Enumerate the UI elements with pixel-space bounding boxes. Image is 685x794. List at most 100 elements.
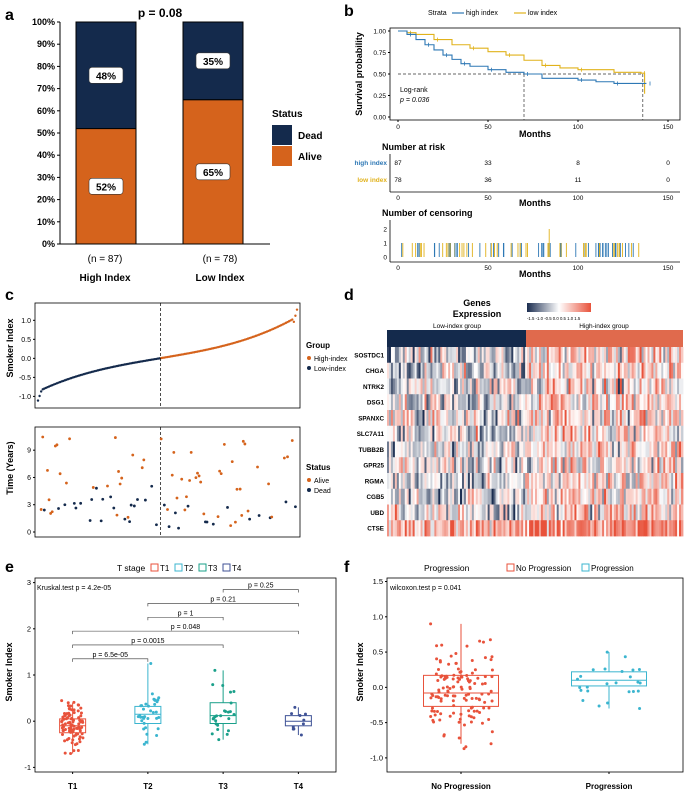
heatmap-cell	[422, 520, 425, 537]
smoker-index-point	[294, 314, 297, 317]
jitter-point	[439, 697, 443, 701]
jitter-point	[226, 729, 230, 733]
heatmap-cell	[505, 394, 508, 411]
plot-frame	[386, 577, 684, 773]
heatmap-cell	[669, 362, 672, 379]
legend-label: low index	[528, 10, 558, 17]
smoker-index-point	[39, 390, 43, 393]
heatmap-cell	[619, 378, 623, 395]
heatmap-cell	[424, 410, 427, 427]
heatmap-cell	[446, 394, 449, 411]
heatmap-cell	[454, 410, 457, 427]
heatmap-cell	[544, 504, 548, 521]
heatmap-cell	[460, 520, 463, 537]
jitter-point	[215, 714, 219, 718]
heatmap-cell	[442, 425, 445, 442]
jitter-point	[67, 706, 71, 710]
heatmap-cell	[590, 441, 593, 458]
heatmap-cell	[550, 488, 554, 505]
heatmap-cell	[450, 410, 453, 427]
heatmap-cell	[414, 504, 417, 521]
survival-time-point	[286, 455, 289, 459]
heatmap-cell	[499, 520, 502, 537]
y-tick-label: 20%	[37, 195, 55, 205]
heatmap-cell	[469, 504, 473, 521]
heatmap-cell	[586, 362, 589, 379]
heatmap-cell	[635, 347, 639, 364]
survival-time-point	[65, 481, 68, 485]
heatmap-cell	[420, 504, 423, 521]
heatmap-cell	[509, 520, 512, 537]
heatmap-cell	[572, 473, 575, 490]
heatmap-cell	[550, 347, 554, 364]
heatmap-cell	[544, 473, 548, 490]
comparison-label: p = 0.21	[210, 596, 236, 603]
heatmap-cell	[465, 410, 469, 427]
heatmap-cell	[604, 394, 607, 411]
gene-label: NTRK2	[363, 384, 384, 391]
y-tick-label: 0	[383, 255, 387, 262]
heatmap-cell	[590, 488, 593, 505]
y-tick-label: 70%	[37, 84, 55, 94]
jitter-point	[636, 689, 640, 693]
heatmap-cell	[414, 362, 417, 379]
survival-time-point	[240, 514, 244, 517]
heatmap-cell	[679, 504, 682, 521]
heatmap-cell	[578, 520, 581, 537]
heatmap-cell	[444, 504, 447, 521]
heatmap-cell	[584, 504, 587, 521]
heatmap-cell	[442, 347, 445, 364]
heatmap-cell	[592, 347, 595, 364]
heatmap-cell	[390, 457, 394, 474]
heatmap-cell	[430, 504, 433, 521]
survival-time-point	[177, 526, 180, 530]
heatmap-cell	[495, 473, 498, 490]
y-tick-label: -0.5	[19, 375, 31, 382]
risk-count: 8	[576, 160, 580, 167]
heatmap-cell	[641, 394, 644, 411]
heatmap-cell	[414, 394, 417, 411]
heatmap-cell	[536, 457, 540, 474]
heatmap-cell	[623, 520, 627, 537]
heatmap-cell	[613, 347, 617, 364]
heatmap-cell	[456, 457, 459, 474]
heatmap-cell	[536, 441, 540, 458]
jitter-point	[431, 694, 435, 698]
heatmap-cell	[548, 410, 552, 427]
heatmap-cell	[578, 394, 581, 411]
heatmap-cell	[651, 410, 654, 427]
jitter-point	[457, 736, 461, 740]
heatmap-cell	[590, 347, 593, 364]
heatmap-cell	[582, 362, 585, 379]
heatmap-cell	[681, 520, 684, 537]
jitter-point	[445, 694, 449, 698]
km-xlabel: Months	[519, 129, 551, 139]
heatmap-cell	[619, 520, 623, 537]
y-tick-label: 1	[383, 241, 387, 248]
jitter-point	[440, 643, 444, 647]
heatmap-cell	[651, 504, 654, 521]
survival-time-point	[284, 500, 288, 504]
heatmap-cell	[617, 347, 621, 364]
heatmap-cell	[450, 457, 453, 474]
heatmap-cell	[639, 504, 642, 521]
jitter-point	[78, 718, 82, 722]
heatmap-cell	[606, 362, 609, 379]
heatmap-cell	[505, 425, 508, 442]
heatmap-cell	[576, 473, 579, 490]
heatmap-cell	[424, 362, 427, 379]
heatmap-cell	[596, 457, 599, 474]
jitter-point	[146, 717, 150, 721]
jitter-point	[467, 692, 471, 696]
heatmap-cell	[663, 457, 666, 474]
heatmap-cell	[491, 504, 494, 521]
heatmap-cell	[558, 520, 562, 537]
jitter-point	[60, 726, 64, 730]
jitter-point	[478, 639, 482, 643]
heatmap-cell	[629, 347, 633, 364]
heatmap-cell	[461, 504, 465, 521]
heatmap-cell	[465, 394, 469, 411]
heatmap-cell	[465, 473, 469, 490]
heatmap-cell	[548, 441, 552, 458]
survival-time-point	[128, 520, 131, 524]
